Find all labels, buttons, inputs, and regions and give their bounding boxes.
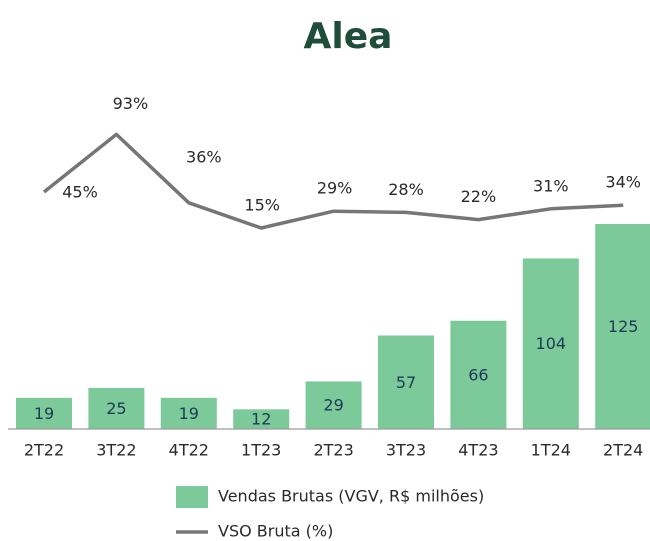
line-value-label: 31% [533, 176, 569, 195]
bar [522, 258, 579, 429]
line-value-label: 15% [244, 196, 280, 215]
legend-swatch [176, 486, 208, 508]
x-tick-label: 2T23 [313, 441, 353, 460]
bar-value-label: 125 [608, 317, 639, 336]
bar-value-label: 19 [179, 404, 199, 423]
line-value-label: 22% [461, 187, 497, 206]
bar-value-label: 19 [34, 404, 54, 423]
legend-label: Vendas Brutas (VGV, R$ milhões) [218, 487, 484, 506]
x-tick-label: 1T23 [241, 441, 281, 460]
line-value-label: 45% [62, 183, 98, 202]
line-value-label: 28% [388, 180, 424, 199]
bar [450, 320, 507, 429]
bar [233, 409, 290, 429]
bar-value-label: 12 [251, 410, 271, 429]
chart-title: Alea [304, 16, 393, 57]
line-value-label: 34% [605, 173, 641, 192]
x-tick-label: 1T24 [531, 441, 571, 460]
line-value-label: 36% [186, 147, 222, 166]
x-tick-label: 4T22 [169, 441, 209, 460]
bar-value-label: 29 [323, 396, 343, 415]
x-tick-label: 3T23 [386, 441, 426, 460]
x-tick-label: 3T22 [96, 441, 136, 460]
bar [378, 335, 434, 429]
bar-value-label: 57 [396, 373, 416, 392]
bar-value-label: 25 [106, 399, 126, 418]
x-tick-label: 4T23 [458, 441, 498, 460]
legend-label: VSO Bruta (%) [218, 522, 333, 541]
line [42, 132, 624, 230]
x-tick-label: 2T22 [24, 441, 64, 460]
x-tick-label: 2T24 [603, 441, 643, 460]
bar-value-label: 104 [536, 334, 567, 353]
line-value-label: 93% [113, 94, 149, 113]
bar [16, 397, 72, 429]
line-value-label: 29% [317, 179, 353, 198]
bar [305, 381, 362, 429]
bar-value-label: 66 [468, 365, 488, 384]
bar [88, 388, 145, 429]
bar [595, 224, 650, 429]
bar [160, 397, 217, 429]
